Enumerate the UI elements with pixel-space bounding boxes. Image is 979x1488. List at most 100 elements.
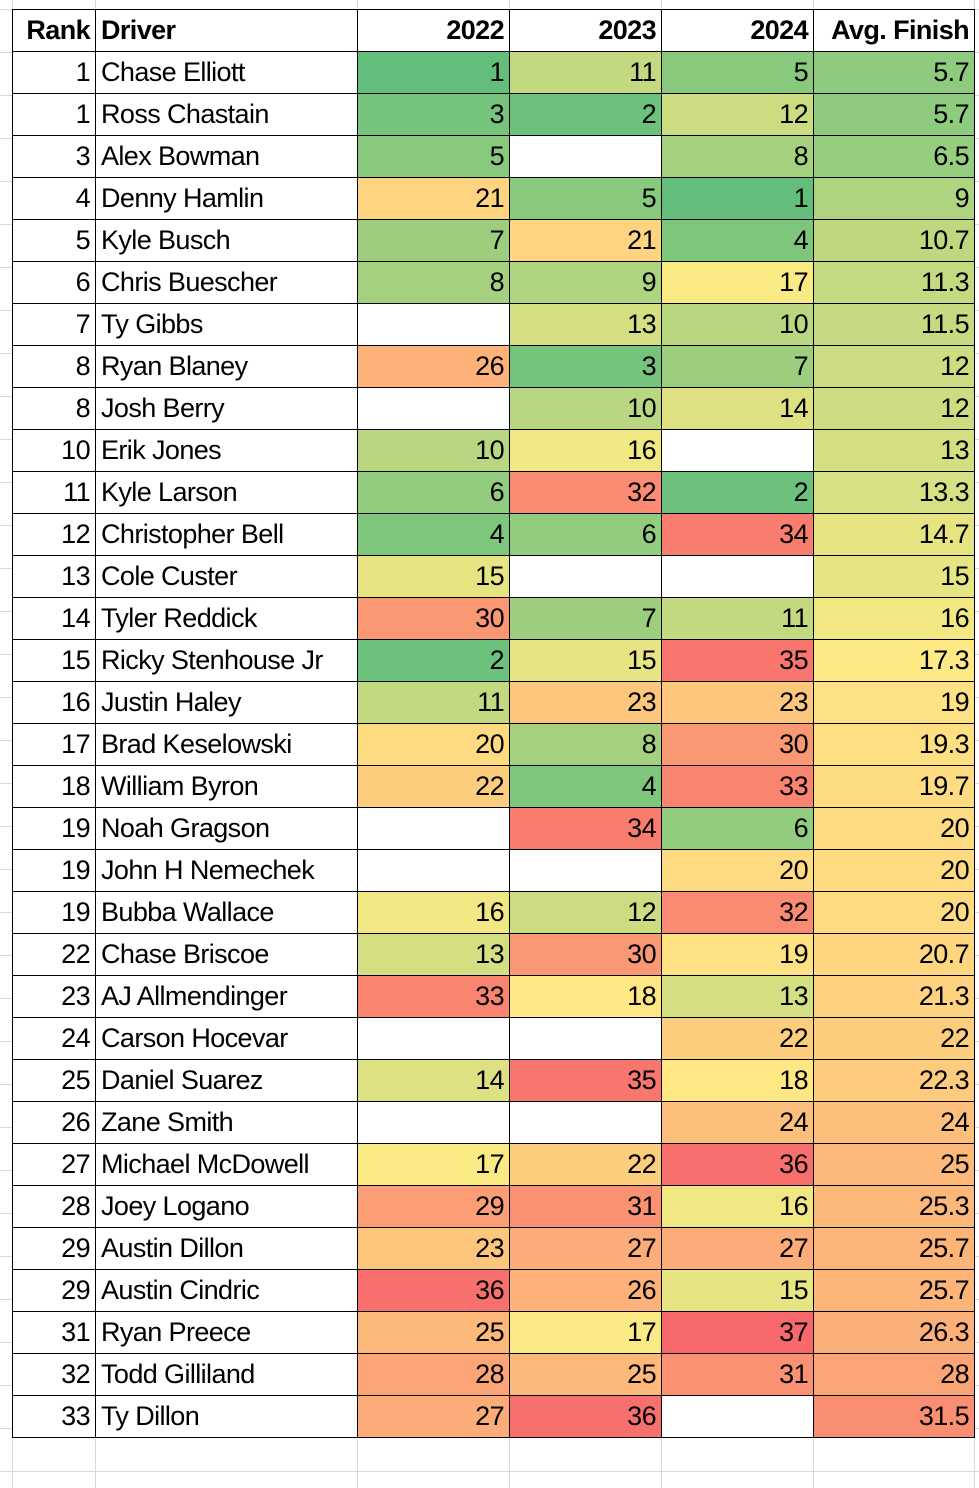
rank-cell[interactable]: 7 [12,303,96,346]
rank-cell[interactable]: 1 [12,93,96,136]
result-2023-cell[interactable]: 10 [509,387,662,430]
driver-cell[interactable]: Ty Gibbs [95,303,358,346]
driver-cell[interactable]: Tyler Reddick [95,597,358,640]
result-2022-cell[interactable]: 7 [357,219,510,262]
result-2022-cell[interactable]: 27 [357,1395,510,1438]
rank-cell[interactable]: 10 [12,429,96,472]
result-2022-cell[interactable]: 16 [357,891,510,934]
driver-cell[interactable]: Bubba Wallace [95,891,358,934]
driver-cell[interactable]: Austin Dillon [95,1227,358,1270]
result-2024-cell[interactable]: 32 [661,891,814,934]
driver-cell[interactable]: Michael McDowell [95,1143,358,1186]
rank-cell[interactable]: 22 [12,933,96,976]
result-2024-cell[interactable]: 31 [661,1353,814,1396]
avg-finish-cell[interactable]: 19.3 [813,723,975,766]
driver-cell[interactable]: Kyle Larson [95,471,358,514]
result-2023-cell[interactable]: 21 [509,219,662,262]
driver-cell[interactable]: Justin Haley [95,681,358,724]
result-2024-cell[interactable]: 4 [661,219,814,262]
result-2023-cell[interactable]: 31 [509,1185,662,1228]
result-2022-cell[interactable]: 5 [357,135,510,178]
rank-cell[interactable]: 11 [12,471,96,514]
avg-finish-cell[interactable]: 17.3 [813,639,975,682]
header-2023[interactable]: 2023 [509,9,662,52]
result-2023-cell[interactable] [509,555,662,598]
header-2024[interactable]: 2024 [661,9,814,52]
result-2023-cell[interactable]: 36 [509,1395,662,1438]
rank-cell[interactable]: 3 [12,135,96,178]
result-2022-cell[interactable] [357,1101,510,1144]
result-2023-cell[interactable]: 18 [509,975,662,1018]
result-2024-cell[interactable]: 5 [661,51,814,94]
result-2022-cell[interactable]: 25 [357,1311,510,1354]
driver-cell[interactable]: William Byron [95,765,358,808]
result-2024-cell[interactable]: 11 [661,597,814,640]
result-2023-cell[interactable]: 4 [509,765,662,808]
result-2023-cell[interactable]: 23 [509,681,662,724]
result-2024-cell[interactable] [661,429,814,472]
rank-cell[interactable]: 12 [12,513,96,556]
driver-cell[interactable]: Zane Smith [95,1101,358,1144]
result-2023-cell[interactable]: 5 [509,177,662,220]
avg-finish-cell[interactable]: 20 [813,849,975,892]
avg-finish-cell[interactable]: 25.7 [813,1269,975,1312]
driver-cell[interactable]: Ryan Preece [95,1311,358,1354]
result-2024-cell[interactable]: 22 [661,1017,814,1060]
avg-finish-cell[interactable]: 28 [813,1353,975,1396]
result-2022-cell[interactable]: 15 [357,555,510,598]
result-2024-cell[interactable]: 33 [661,765,814,808]
rank-cell[interactable]: 13 [12,555,96,598]
avg-finish-cell[interactable]: 22 [813,1017,975,1060]
result-2024-cell[interactable]: 34 [661,513,814,556]
result-2024-cell[interactable]: 27 [661,1227,814,1270]
avg-finish-cell[interactable]: 6.5 [813,135,975,178]
result-2023-cell[interactable]: 22 [509,1143,662,1186]
driver-cell[interactable]: Brad Keselowski [95,723,358,766]
result-2022-cell[interactable]: 14 [357,1059,510,1102]
result-2024-cell[interactable]: 6 [661,807,814,850]
rank-cell[interactable]: 19 [12,849,96,892]
result-2023-cell[interactable]: 11 [509,51,662,94]
result-2024-cell[interactable]: 8 [661,135,814,178]
result-2024-cell[interactable]: 36 [661,1143,814,1186]
avg-finish-cell[interactable]: 12 [813,387,975,430]
result-2024-cell[interactable]: 7 [661,345,814,388]
result-2024-cell[interactable] [661,555,814,598]
result-2022-cell[interactable]: 26 [357,345,510,388]
result-2024-cell[interactable]: 35 [661,639,814,682]
result-2023-cell[interactable]: 32 [509,471,662,514]
rank-cell[interactable]: 31 [12,1311,96,1354]
result-2022-cell[interactable]: 6 [357,471,510,514]
avg-finish-cell[interactable]: 11.3 [813,261,975,304]
driver-cell[interactable]: Daniel Suarez [95,1059,358,1102]
result-2023-cell[interactable] [509,1017,662,1060]
result-2023-cell[interactable] [509,135,662,178]
driver-cell[interactable]: Chris Buescher [95,261,358,304]
result-2022-cell[interactable] [357,807,510,850]
avg-finish-cell[interactable]: 20.7 [813,933,975,976]
rank-cell[interactable]: 19 [12,891,96,934]
result-2023-cell[interactable]: 6 [509,513,662,556]
rank-cell[interactable]: 23 [12,975,96,1018]
result-2023-cell[interactable]: 15 [509,639,662,682]
rank-cell[interactable]: 14 [12,597,96,640]
avg-finish-cell[interactable]: 14.7 [813,513,975,556]
rank-cell[interactable]: 27 [12,1143,96,1186]
result-2022-cell[interactable]: 36 [357,1269,510,1312]
result-2024-cell[interactable]: 16 [661,1185,814,1228]
result-2022-cell[interactable]: 30 [357,597,510,640]
result-2022-cell[interactable]: 22 [357,765,510,808]
result-2023-cell[interactable]: 12 [509,891,662,934]
result-2022-cell[interactable]: 28 [357,1353,510,1396]
result-2022-cell[interactable]: 1 [357,51,510,94]
avg-finish-cell[interactable]: 21.3 [813,975,975,1018]
result-2024-cell[interactable]: 30 [661,723,814,766]
result-2022-cell[interactable] [357,849,510,892]
rank-cell[interactable]: 15 [12,639,96,682]
result-2023-cell[interactable]: 17 [509,1311,662,1354]
result-2024-cell[interactable]: 17 [661,261,814,304]
driver-cell[interactable]: Ricky Stenhouse Jr [95,639,358,682]
result-2022-cell[interactable]: 13 [357,933,510,976]
avg-finish-cell[interactable]: 20 [813,891,975,934]
driver-cell[interactable]: Carson Hocevar [95,1017,358,1060]
